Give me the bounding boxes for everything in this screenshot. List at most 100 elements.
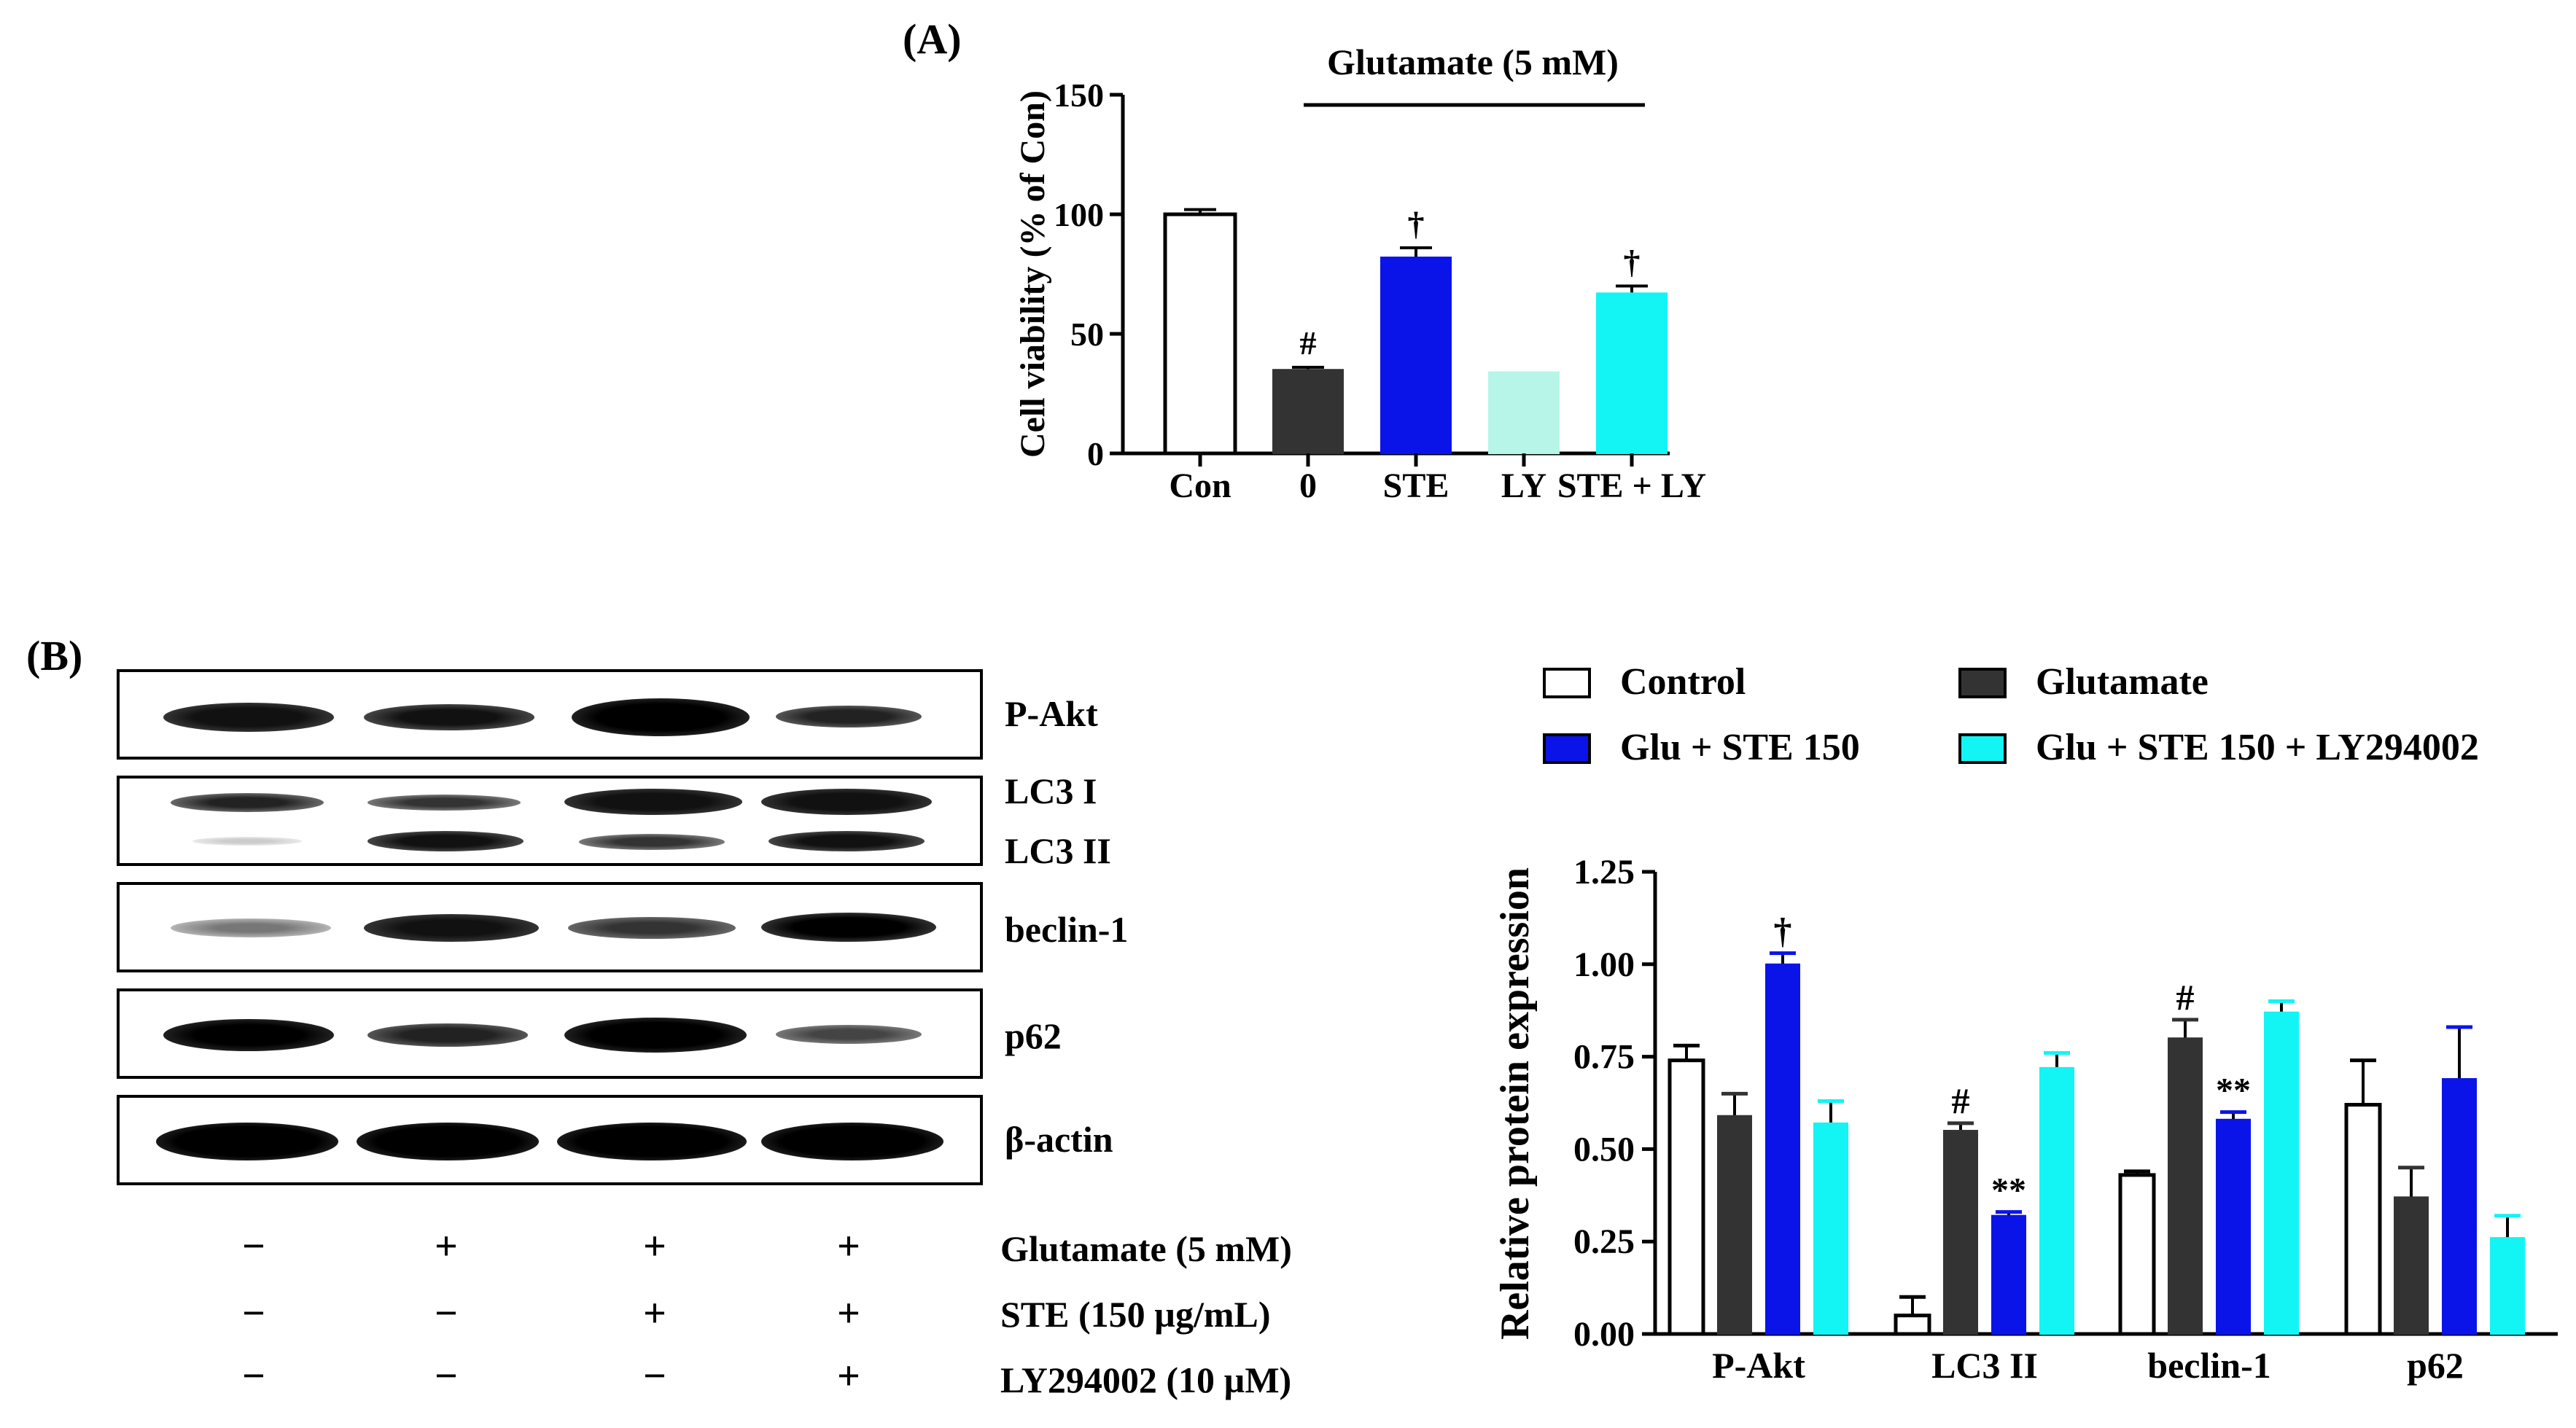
condition-sign: + [643, 1224, 666, 1269]
blot-row-p62 [117, 988, 983, 1079]
blot-band [579, 834, 725, 850]
significance-marker: † [1408, 205, 1425, 242]
bar-p62-series-3 [2442, 1078, 2477, 1335]
blot-label-p62: p62 [1005, 1015, 1062, 1056]
bar-ly [1488, 371, 1560, 455]
bar-lc3-ii-series-1 [1894, 1314, 1931, 1336]
condition-sign: − [435, 1354, 458, 1399]
blot-band [761, 789, 932, 815]
condition-sign: + [435, 1224, 458, 1269]
significance-marker: # [1300, 324, 1317, 362]
blot-band [171, 793, 324, 812]
condition-sign: + [837, 1224, 860, 1269]
bar-lc3-ii-series-2 [1943, 1130, 1978, 1335]
x-tick-label: LY [1501, 467, 1546, 505]
legend-label: Control [1620, 661, 1746, 703]
y-tick-label: 0.00 [1573, 1315, 1635, 1354]
x-tick-label: p62 [2407, 1345, 2464, 1386]
condition-label-glutamate: Glutamate (5 mM) [1000, 1228, 1292, 1269]
legend-swatch [1543, 668, 1591, 698]
y-axis-label: Relative protein expression [1493, 867, 1538, 1340]
y-tick-label: 150 [1054, 77, 1104, 114]
condition-sign: − [435, 1291, 458, 1336]
blot-band [776, 1025, 922, 1044]
blot-label-beta-actin: β-actin [1005, 1119, 1113, 1160]
chart-a-cell-viability: 0 50 100 150 Con 0 # STE † LY STE + LY † Glutamate (… [1013, 42, 1706, 505]
blot-band [557, 1123, 747, 1160]
y-tick-label: 0.50 [1573, 1130, 1635, 1168]
blot-band [768, 831, 925, 851]
bar-p62-series-1 [2344, 1103, 2382, 1336]
bar-beclin-1-series-2 [2168, 1037, 2203, 1335]
significance-marker: ** [1991, 1171, 2026, 1210]
blot-band [568, 917, 736, 939]
legend-label: Glu + STE 150 + LY294002 [2036, 727, 2479, 768]
bar-p-akt-series-1 [1668, 1058, 1705, 1336]
condition-sign: + [837, 1354, 860, 1399]
blot-band [357, 1123, 539, 1160]
blot-label-lc3-i: LC3 I [1005, 770, 1097, 811]
x-tick-label: Con [1169, 467, 1231, 505]
panel-a-label: (A) [903, 15, 962, 63]
blot-label-beclin-1: beclin-1 [1005, 909, 1129, 950]
blot-band [761, 1123, 943, 1160]
blot-row-beclin-1 [117, 882, 983, 972]
blot-band [564, 1018, 747, 1053]
bar-lc3-ii-series-4 [2039, 1066, 2074, 1335]
bar-p62-series-2 [2394, 1196, 2429, 1335]
bar-ste-ly [1596, 292, 1668, 454]
y-tick-label: 100 [1054, 196, 1104, 233]
y-tick-label: 0 [1087, 435, 1104, 472]
x-tick-label: LC3 II [1931, 1345, 2038, 1386]
significance-marker: † [1774, 910, 1792, 951]
chart-a-title: Glutamate (5 mM) [1327, 42, 1619, 82]
condition-sign: + [837, 1291, 860, 1336]
blot-label-lc3-ii: LC3 II [1005, 830, 1111, 871]
condition-sign: − [242, 1291, 265, 1336]
x-tick-label: beclin-1 [2147, 1345, 2270, 1386]
condition-label-ly294002: LY294002 (10 µM) [1000, 1359, 1292, 1400]
bar-p62-series-4 [2490, 1237, 2525, 1335]
y-tick-label: 1.00 [1573, 945, 1635, 984]
bar-p-akt-series-4 [1813, 1122, 1848, 1335]
significance-marker: # [2176, 977, 2195, 1018]
y-axis-label: Cell viability (% of Con) [1013, 90, 1052, 458]
legend-swatch [1543, 733, 1591, 764]
blot-band [564, 789, 742, 815]
blot-label-p-akt: P-Akt [1005, 693, 1098, 734]
legend-label: Glu + STE 150 [1620, 727, 1860, 768]
x-tick-label: STE + LY [1557, 467, 1706, 505]
y-tick-label: 1.25 [1573, 853, 1635, 891]
bar-0 [1272, 369, 1344, 455]
condition-label-ste: STE (150 µg/mL) [1000, 1294, 1271, 1335]
bar-p-akt-series-3 [1765, 963, 1800, 1335]
blot-band [364, 914, 539, 942]
significance-marker: # [1952, 1080, 1970, 1121]
significance-marker: † [1624, 243, 1641, 280]
bar-beclin-1-series-4 [2264, 1011, 2299, 1335]
blot-band [192, 837, 302, 846]
legend-swatch [1958, 733, 2007, 764]
legend-label: Glutamate [2036, 661, 2209, 703]
condition-sign: − [643, 1354, 666, 1399]
blot-band [761, 913, 936, 942]
y-tick-label: 0.75 [1573, 1038, 1635, 1077]
blot-band [364, 704, 534, 730]
blot-band [572, 698, 750, 736]
blot-band [163, 1019, 334, 1051]
blot-row-lc3 [117, 776, 983, 866]
legend-swatch [1958, 668, 2007, 698]
bar-beclin-1-series-3 [2216, 1118, 2251, 1335]
bar-p-akt-series-2 [1717, 1115, 1752, 1335]
blot-row-p-akt [117, 669, 983, 760]
x-tick-label: 0 [1299, 467, 1317, 505]
x-tick-label: P-Akt [1712, 1345, 1805, 1386]
bar-ste [1380, 257, 1452, 454]
blot-band [367, 1023, 528, 1047]
blot-band [171, 918, 331, 937]
panel-b-label: (B) [26, 632, 83, 679]
significance-marker: ** [2216, 1072, 2251, 1110]
condition-sign: + [643, 1291, 666, 1336]
bar-con [1163, 212, 1237, 456]
x-tick-label: STE [1383, 467, 1450, 505]
